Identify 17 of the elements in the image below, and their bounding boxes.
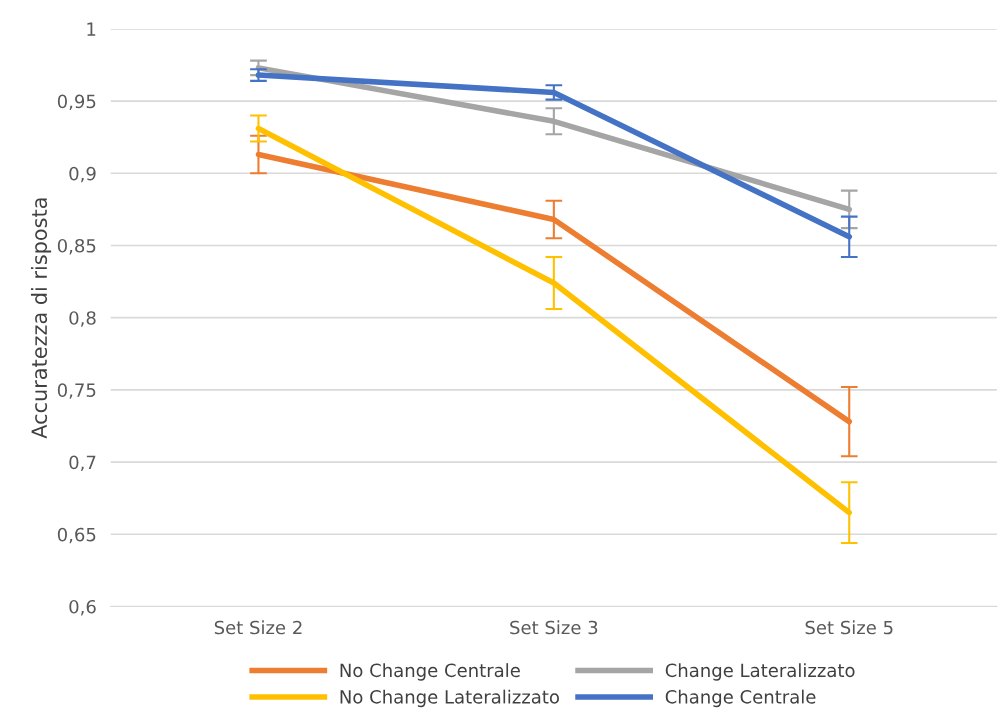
legend-label: No Change Lateralizzato: [340, 689, 559, 708]
y-tick-label: 0,8: [69, 311, 96, 327]
legend-label: Change Lateralizzato: [665, 663, 855, 681]
y-axis-title: Accuratezza di risposta: [30, 198, 52, 439]
y-tick-label: 0,6: [69, 599, 96, 616]
y-tick-label: 0,9: [69, 166, 96, 183]
y-tick-label: 1: [87, 22, 96, 36]
legend-label: No Change Centrale: [340, 663, 520, 681]
y-tick-label: 0,7: [69, 455, 96, 472]
y-tick-label: 0,95: [57, 94, 96, 111]
x-tick-label: Set Size 5: [805, 620, 893, 635]
y-tick-label: 0,65: [57, 527, 96, 544]
x-tick-label: Set Size 3: [510, 620, 598, 635]
legend-label: Change Centrale: [665, 689, 816, 708]
y-tick-label: 0,85: [57, 238, 96, 255]
y-tick-label: 0,75: [57, 383, 96, 399]
x-tick-label: Set Size 2: [214, 620, 302, 635]
